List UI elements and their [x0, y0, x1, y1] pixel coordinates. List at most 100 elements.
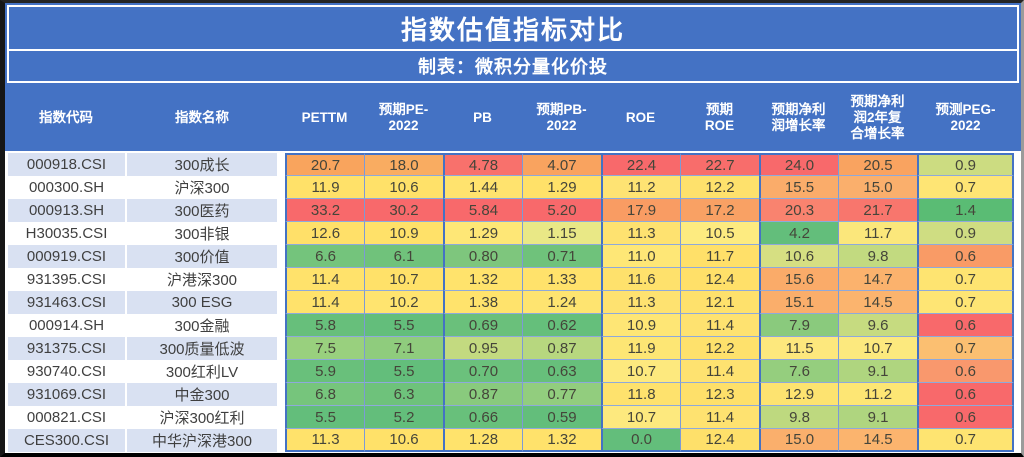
value-cell: 10.7: [601, 360, 680, 383]
index-code-cell: 000914.SH: [5, 314, 127, 337]
value-cell: 0.9: [917, 153, 1014, 176]
column-header-index-code: 指数代码: [39, 110, 93, 126]
value-cell: 6.1: [364, 245, 443, 268]
header-spacer: [277, 85, 285, 151]
value-cell: 0.59: [522, 406, 601, 429]
value-cell: 1.32: [443, 268, 522, 291]
value-cell: 0.7: [917, 429, 1014, 452]
column-header-pb: PB: [473, 110, 492, 126]
value-cell: 10.7: [601, 406, 680, 429]
index-name-cell: 300 ESG: [127, 291, 277, 314]
spacer-cell: [277, 176, 285, 199]
value-cell: 0.77: [522, 383, 601, 406]
value-cell: 1.33: [522, 268, 601, 291]
index-code-cell: 931463.CSI: [5, 291, 127, 314]
spacer-cell: [277, 291, 285, 314]
spacer-cell: [277, 153, 285, 176]
value-cell: 20.5: [838, 153, 917, 176]
value-cell: 15.6: [759, 268, 838, 291]
value-cell: 5.5: [285, 406, 364, 429]
value-cell: 12.3: [680, 383, 759, 406]
value-cell: 14.7: [838, 268, 917, 291]
table-body: 000918.CSI 300成长 20.7 18.0 4.78 4.07 22.4 22.7 2…: [5, 153, 1021, 452]
spacer-cell: [277, 222, 285, 245]
value-cell: 21.7: [838, 199, 917, 222]
index-code-cell: 000300.SH: [5, 176, 127, 199]
value-cell: 5.5: [364, 314, 443, 337]
value-cell: 5.8: [285, 314, 364, 337]
index-name-cell: 300医药: [127, 199, 277, 222]
column-header-row: 指数代码 指数名称 PETTM 预期PE- 2022 PB 预期PB- 2022…: [5, 85, 1021, 153]
value-cell: 7.5: [285, 337, 364, 360]
index-code-cell: 931395.CSI: [5, 268, 127, 291]
column-header-peg-2022: 预测PEG- 2022: [935, 102, 996, 133]
value-cell: 14.5: [838, 429, 917, 452]
value-cell: 1.29: [443, 222, 522, 245]
value-cell: 11.4: [285, 291, 364, 314]
value-cell: 15.1: [759, 291, 838, 314]
value-cell: 1.24: [522, 291, 601, 314]
value-cell: 1.4: [917, 199, 1014, 222]
index-name-cell: 300价值: [127, 245, 277, 268]
value-cell: 0.80: [443, 245, 522, 268]
index-name-cell: 沪深300红利: [127, 406, 277, 429]
index-code-cell: 000919.CSI: [5, 245, 127, 268]
value-cell: 0.6: [917, 383, 1014, 406]
spacer-cell: [277, 245, 285, 268]
value-cell: 6.6: [285, 245, 364, 268]
value-cell: 11.4: [680, 406, 759, 429]
value-cell: 12.1: [680, 291, 759, 314]
index-code-cell: 000913.SH: [5, 199, 127, 222]
value-cell: 5.9: [285, 360, 364, 383]
value-cell: 11.3: [285, 429, 364, 452]
column-header-roe: ROE: [625, 110, 656, 126]
title-banner: 指数估值指标对比 制表：微积分量化价投: [5, 3, 1021, 85]
value-cell: 20.3: [759, 199, 838, 222]
index-name-cell: 300成长: [127, 153, 277, 176]
value-cell: 10.9: [364, 222, 443, 245]
spacer-cell: [277, 383, 285, 406]
index-code-cell: 000918.CSI: [5, 153, 127, 176]
value-cell: 0.66: [443, 406, 522, 429]
value-cell: 1.28: [443, 429, 522, 452]
column-header-pe-2022: 预期PE- 2022: [378, 102, 429, 133]
value-cell: 4.78: [443, 153, 522, 176]
value-cell: 11.6: [601, 268, 680, 291]
value-cell: 11.2: [601, 176, 680, 199]
value-cell: 0.71: [522, 245, 601, 268]
value-cell: 0.7: [917, 176, 1014, 199]
value-cell: 0.6: [917, 245, 1014, 268]
value-cell: 7.6: [759, 360, 838, 383]
value-cell: 0.6: [917, 406, 1014, 429]
spacer-cell: [277, 360, 285, 383]
value-cell: 11.7: [838, 222, 917, 245]
value-cell: 9.8: [759, 406, 838, 429]
value-cell: 15.0: [838, 176, 917, 199]
value-cell: 11.3: [601, 291, 680, 314]
value-cell: 10.9: [601, 314, 680, 337]
value-cell: 12.6: [285, 222, 364, 245]
page-subtitle: 制表：微积分量化价投: [7, 49, 1019, 83]
value-cell: 0.7: [917, 268, 1014, 291]
value-cell: 5.5: [364, 360, 443, 383]
value-cell: 11.5: [759, 337, 838, 360]
value-cell: 0.63: [522, 360, 601, 383]
value-cell: 10.2: [364, 291, 443, 314]
value-cell: 10.5: [680, 222, 759, 245]
spacer-cell: [277, 268, 285, 291]
value-cell: 1.44: [443, 176, 522, 199]
value-cell: 12.4: [680, 429, 759, 452]
value-cell: 30.2: [364, 199, 443, 222]
value-cell: 7.9: [759, 314, 838, 337]
value-cell: 12.4: [680, 268, 759, 291]
value-cell: 0.7: [917, 291, 1014, 314]
index-code-cell: CES300.CSI: [5, 429, 127, 452]
index-name-cell: 300质量低波: [127, 337, 277, 360]
value-cell: 11.4: [680, 360, 759, 383]
value-cell: 4.07: [522, 153, 601, 176]
value-cell: 11.8: [601, 383, 680, 406]
value-cell: 11.0: [601, 245, 680, 268]
index-name-cell: 300红利LV: [127, 360, 277, 383]
value-cell: 0.95: [443, 337, 522, 360]
